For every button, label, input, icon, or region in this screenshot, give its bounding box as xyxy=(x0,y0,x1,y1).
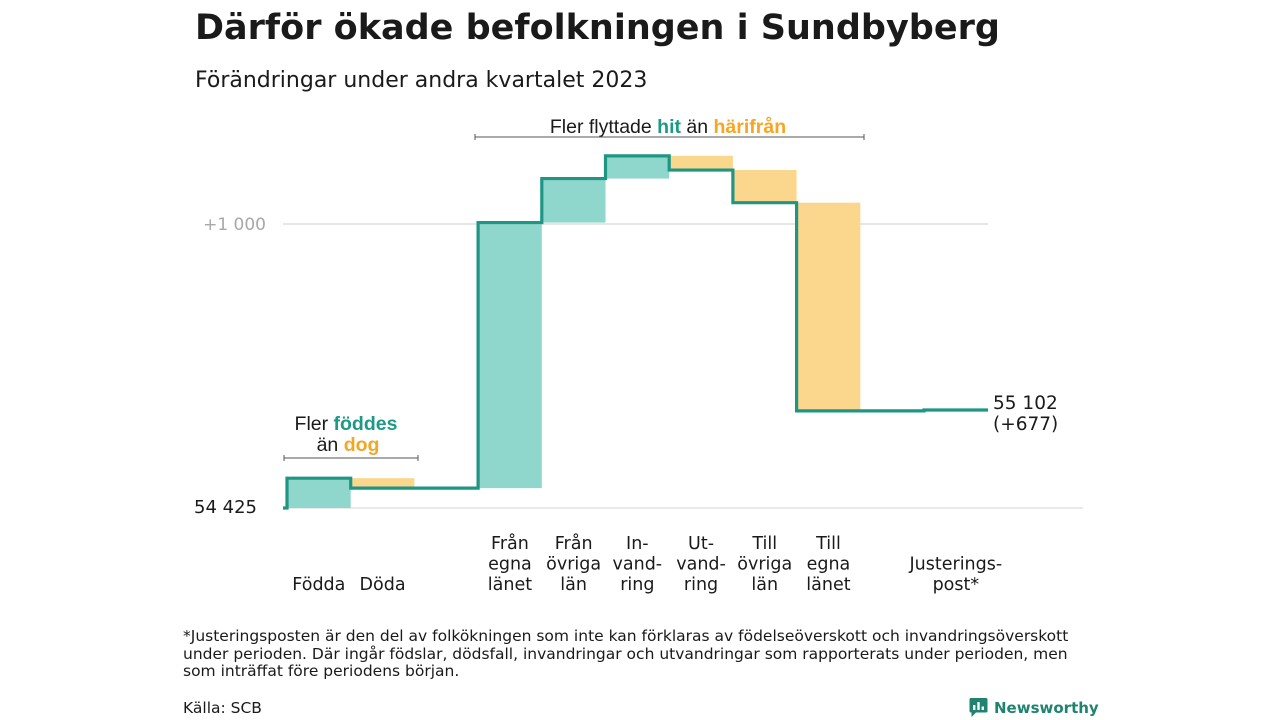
footnote: *Justeringsposten är den del av folkökni… xyxy=(183,627,1069,680)
category-label: övriga xyxy=(737,555,792,575)
annotation-migration-bracket xyxy=(474,134,865,140)
category-label: Födda xyxy=(292,575,345,595)
category-label: vand- xyxy=(613,555,663,575)
category-label: Ut- xyxy=(688,534,714,554)
category-label: ring xyxy=(620,575,654,595)
chart-title: Därför ökade befolkningen i Sundbyberg xyxy=(195,8,1000,48)
annotation-natural-bracket xyxy=(283,455,419,461)
chart-subtitle: Förändringar under andra kvartalet 2023 xyxy=(195,68,648,93)
brand-logo: Newsworthy xyxy=(969,697,1099,718)
bar-födda xyxy=(287,478,351,508)
step-line-layer xyxy=(283,154,988,510)
source-label: Källa: SCB xyxy=(183,699,262,717)
category-label: ring xyxy=(684,575,718,595)
bar-frånegnalänet xyxy=(478,222,542,489)
brand-name: Newsworthy xyxy=(994,698,1099,717)
category-label: post* xyxy=(933,575,980,595)
category-label: Justerings- xyxy=(909,555,1003,575)
newsworthy-logo-icon xyxy=(969,698,988,717)
category-label: egna xyxy=(807,555,851,575)
annotation-migration: Fler flyttade hit än härifrån xyxy=(550,115,786,138)
category-label: Döda xyxy=(360,575,406,595)
bars xyxy=(287,155,861,508)
end-value-label: 55 102 xyxy=(993,393,1058,414)
category-label: In- xyxy=(626,534,649,554)
annotation-natural-line2: än dog xyxy=(317,434,380,456)
category-label: övriga xyxy=(546,555,601,575)
start-value-label: 54 425 xyxy=(194,497,257,518)
category-label: länet xyxy=(488,575,532,595)
cumulative-step-line xyxy=(283,154,988,510)
category-label: egna xyxy=(488,555,532,575)
category-label: Från xyxy=(491,533,529,554)
category-label: länet xyxy=(806,575,850,595)
category-label: Till xyxy=(751,534,777,554)
bar-frånövrigalän xyxy=(541,178,606,223)
end-change-label: (+677) xyxy=(993,414,1058,435)
bar-tillövrigalän xyxy=(732,170,797,203)
category-label: Till xyxy=(815,534,841,554)
annotation-natural-line1: Fler föddes xyxy=(295,413,398,435)
y-tick-label: +1 000 xyxy=(203,215,266,235)
bar-tillegnalänet xyxy=(796,202,861,411)
bar-döda xyxy=(350,478,415,489)
category-label: vand- xyxy=(676,555,726,575)
bar-invandring xyxy=(605,155,670,179)
category-label: Från xyxy=(555,533,593,554)
bar-utvandring xyxy=(669,155,733,171)
grid-lines xyxy=(283,223,1083,509)
category-label: län xyxy=(751,575,778,595)
category-label: län xyxy=(560,575,587,595)
